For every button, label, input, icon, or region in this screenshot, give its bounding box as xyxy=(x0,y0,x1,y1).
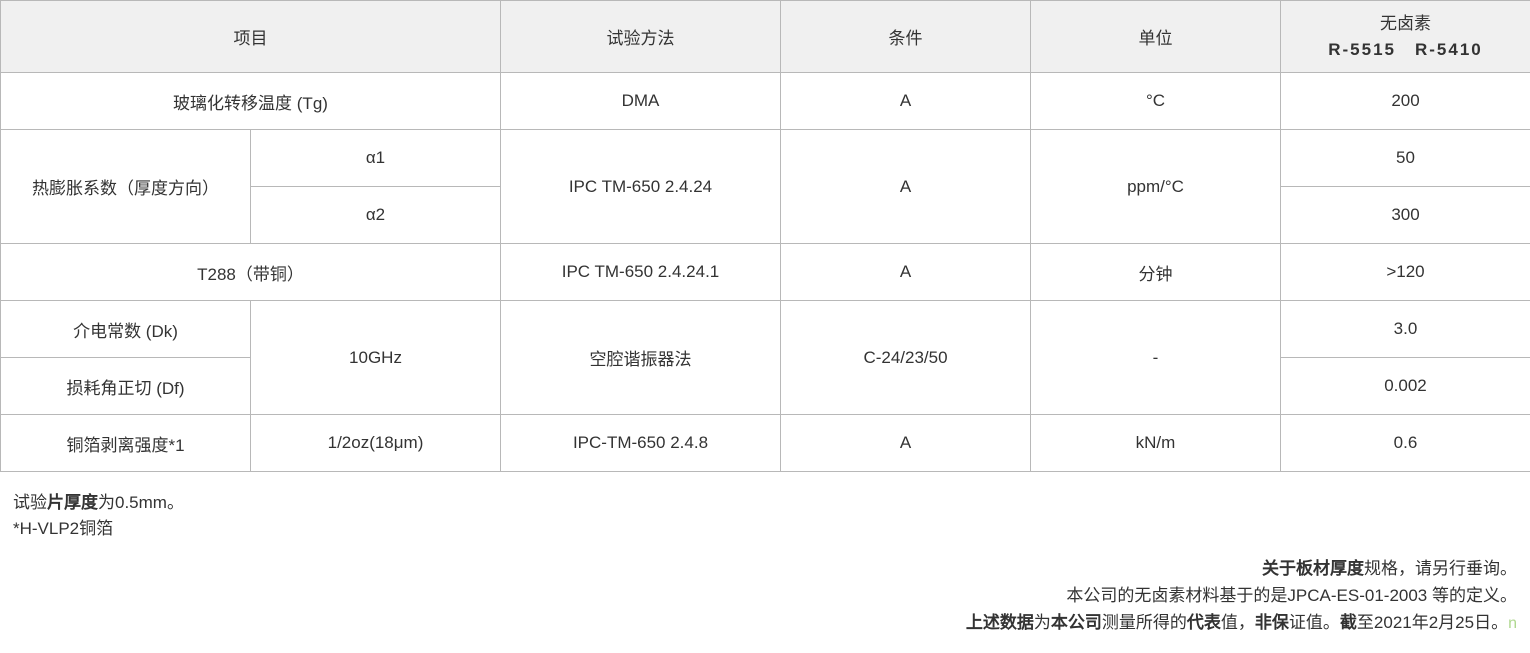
cell-t288-item: T288（带铜） xyxy=(1,244,501,301)
specs-table: 项目 试验方法 条件 单位 无卤素 R-5515 R-5410 玻璃化转移温度 … xyxy=(0,0,1530,472)
cell-t288-method: IPC TM-650 2.4.24.1 xyxy=(501,244,781,301)
note-foil: *H-VLP2铜箔 xyxy=(13,516,1525,542)
cell-cte-method: IPC TM-650 2.4.24 xyxy=(501,130,781,244)
cell-peel-item: 铜箔剥离强度*1 xyxy=(1,415,251,472)
cell-tg-unit: °C xyxy=(1031,73,1281,130)
cell-peel-unit: kN/m xyxy=(1031,415,1281,472)
cell-tg-item: 玻璃化转移温度 (Tg) xyxy=(1,73,501,130)
cell-tg-value: 200 xyxy=(1281,73,1530,130)
cell-cte-sub1: α1 xyxy=(251,130,501,187)
cell-peel-value: 0.6 xyxy=(1281,415,1530,472)
header-method: 试验方法 xyxy=(501,1,781,73)
header-row: 项目 试验方法 条件 单位 无卤素 R-5515 R-5410 xyxy=(1,1,1530,73)
cell-dk-freq: 10GHz xyxy=(251,301,501,415)
cell-dk-item: 介电常数 (Dk) xyxy=(1,301,251,358)
cell-df-value: 0.002 xyxy=(1281,358,1530,415)
header-unit: 单位 xyxy=(1031,1,1281,73)
cell-peel-method: IPC-TM-650 2.4.8 xyxy=(501,415,781,472)
cell-dk-condition: C-24/23/50 xyxy=(781,301,1031,415)
notes-left: 试验片厚度为0.5mm。 *H-VLP2铜箔 xyxy=(5,490,1525,541)
row-dk: 介电常数 (Dk) 10GHz 空腔谐振器法 C-24/23/50 - 3.0 xyxy=(1,301,1530,358)
row-peel: 铜箔剥离强度*1 1/2oz(18μm) IPC-TM-650 2.4.8 A … xyxy=(1,415,1530,472)
cell-dk-value: 3.0 xyxy=(1281,301,1530,358)
cell-cte-condition: A xyxy=(781,130,1031,244)
cell-cte-sub2: α2 xyxy=(251,187,501,244)
cell-dk-method: 空腔谐振器法 xyxy=(501,301,781,415)
cell-dk-unit: - xyxy=(1031,301,1281,415)
watermark-text: n xyxy=(1508,615,1517,632)
cell-cte-item: 热膨胀系数（厚度方向） xyxy=(1,130,251,244)
halogen-free-bottom: R-5515 R-5410 xyxy=(1281,37,1530,63)
cell-cte-unit: ppm/°C xyxy=(1031,130,1281,244)
cell-df-item: 损耗角正切 (Df) xyxy=(1,358,251,415)
header-condition: 条件 xyxy=(781,1,1031,73)
cell-t288-value: >120 xyxy=(1281,244,1530,301)
row-cte-1: 热膨胀系数（厚度方向） α1 IPC TM-650 2.4.24 A ppm/°… xyxy=(1,130,1530,187)
row-t288: T288（带铜） IPC TM-650 2.4.24.1 A 分钟 >120 xyxy=(1,244,1530,301)
cell-t288-unit: 分钟 xyxy=(1031,244,1281,301)
cell-tg-method: DMA xyxy=(501,73,781,130)
cell-t288-condition: A xyxy=(781,244,1031,301)
header-halogen-free: 无卤素 R-5515 R-5410 xyxy=(1281,1,1530,73)
cell-peel-spec: 1/2oz(18μm) xyxy=(251,415,501,472)
cell-peel-condition: A xyxy=(781,415,1031,472)
note-thickness: 试验片厚度为0.5mm。 xyxy=(13,490,1525,516)
note-halogen-def: 本公司的无卤素材料基于的是JPCA-ES-01-2003 等的定义。 xyxy=(5,582,1517,609)
cell-cte-value2: 300 xyxy=(1281,187,1530,244)
notes-section: 试验片厚度为0.5mm。 *H-VLP2铜箔 关于板材厚度规格，请另行垂询。 本… xyxy=(5,490,1525,637)
cell-tg-condition: A xyxy=(781,73,1031,130)
note-inquiry: 关于板材厚度规格，请另行垂询。 xyxy=(5,555,1517,582)
halogen-free-top: 无卤素 xyxy=(1281,11,1530,37)
row-tg: 玻璃化转移温度 (Tg) DMA A °C 200 xyxy=(1,73,1530,130)
header-item: 项目 xyxy=(1,1,501,73)
notes-right: 关于板材厚度规格，请另行垂询。 本公司的无卤素材料基于的是JPCA-ES-01-… xyxy=(5,555,1525,637)
cell-cte-value1: 50 xyxy=(1281,130,1530,187)
note-disclaimer: 上述数据为本公司测量所得的代表值，非保证值。截至2021年2月25日。n xyxy=(5,609,1517,637)
